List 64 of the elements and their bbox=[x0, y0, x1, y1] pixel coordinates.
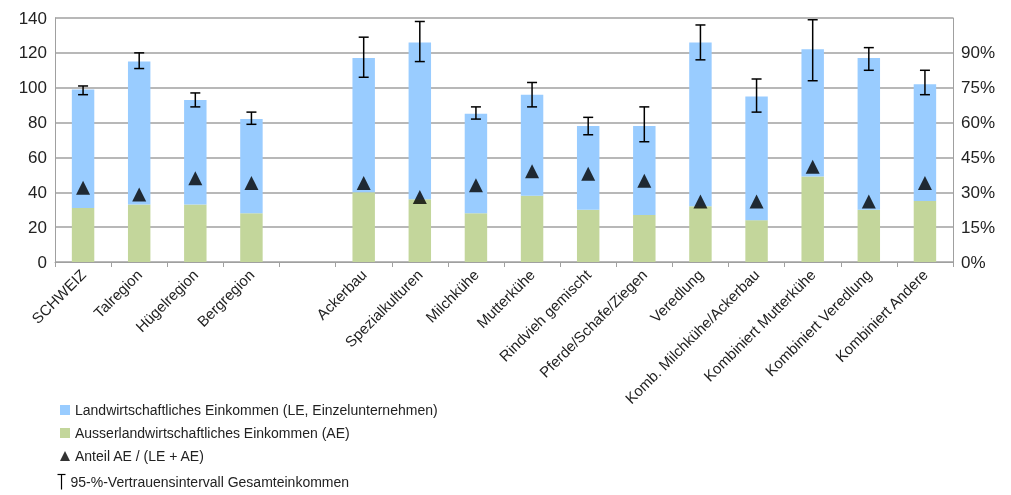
bar bbox=[71, 89, 95, 208]
y-tick-label: 80 bbox=[28, 113, 47, 133]
point bbox=[581, 166, 596, 181]
y2-tick-label: 75% bbox=[961, 78, 996, 98]
bar bbox=[576, 209, 600, 262]
bar bbox=[352, 58, 375, 193]
bar bbox=[240, 213, 263, 262]
bar bbox=[520, 195, 544, 262]
y-tick-label: 120 bbox=[18, 43, 47, 63]
bar bbox=[857, 58, 881, 210]
point bbox=[356, 175, 371, 190]
bar bbox=[240, 119, 263, 214]
legend-label: Anteil AE / (LE + AE) bbox=[75, 448, 204, 464]
y-tick-label: 100 bbox=[18, 78, 47, 98]
bar bbox=[408, 199, 432, 262]
y-tick-label: 140 bbox=[18, 8, 47, 28]
point bbox=[805, 159, 820, 174]
point bbox=[749, 194, 764, 209]
y2-tick-label: 90% bbox=[961, 43, 996, 63]
point bbox=[76, 180, 91, 195]
y-tick-label: 0 bbox=[37, 252, 47, 272]
bar bbox=[913, 201, 937, 262]
point bbox=[468, 178, 483, 193]
bar bbox=[745, 220, 768, 262]
bar bbox=[633, 214, 656, 262]
bar bbox=[71, 207, 95, 262]
bar bbox=[184, 204, 207, 262]
bar bbox=[352, 192, 375, 262]
bar bbox=[857, 209, 881, 262]
bar bbox=[745, 96, 768, 221]
point bbox=[412, 189, 427, 204]
bar bbox=[801, 176, 824, 262]
legend-label: Ausserlandwirtschaftliches Einkommen (AE) bbox=[75, 425, 350, 441]
bar bbox=[184, 99, 207, 205]
bar bbox=[127, 61, 151, 205]
point bbox=[132, 187, 147, 202]
bar bbox=[464, 113, 488, 214]
bar bbox=[689, 206, 712, 262]
bar bbox=[689, 42, 712, 207]
bar bbox=[633, 126, 656, 215]
legend-label: Landwirtschaftliches Einkommen (LE, Einzelunternehmen) bbox=[75, 402, 438, 418]
bar bbox=[408, 42, 432, 200]
point bbox=[693, 194, 708, 209]
y-tick-label: 40 bbox=[28, 182, 47, 202]
bar bbox=[801, 49, 824, 177]
point bbox=[861, 194, 876, 209]
point bbox=[637, 173, 652, 188]
bar bbox=[127, 204, 151, 262]
y2-tick-label: 45% bbox=[961, 147, 996, 167]
text: 95-%-Vertrauensintervall Gesamteinkommen bbox=[70, 473, 350, 490]
point bbox=[244, 175, 259, 190]
bar bbox=[576, 126, 600, 210]
y2-tick-label: 15% bbox=[961, 217, 996, 237]
bar bbox=[913, 84, 937, 201]
bar bbox=[464, 213, 488, 262]
point bbox=[525, 164, 540, 179]
y2-tick-label: 0% bbox=[961, 252, 986, 272]
y2-tick-label: 30% bbox=[961, 182, 996, 202]
point bbox=[188, 171, 203, 186]
y-tick-label: 60 bbox=[28, 147, 47, 167]
bar bbox=[520, 94, 544, 196]
y2-tick-label: 60% bbox=[961, 113, 996, 133]
point bbox=[917, 175, 932, 190]
y-tick-label: 20 bbox=[28, 217, 47, 237]
